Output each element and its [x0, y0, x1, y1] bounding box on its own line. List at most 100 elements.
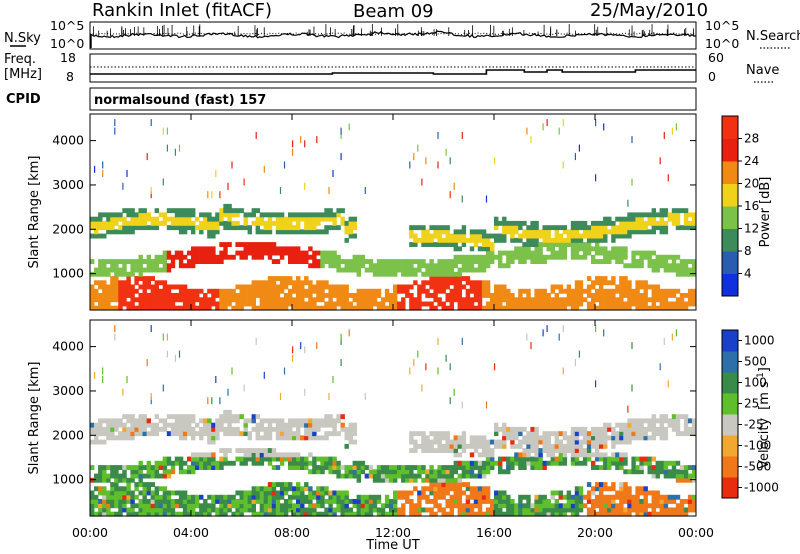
- power-cell: [211, 293, 216, 298]
- velocity-cell: [138, 499, 143, 504]
- velocity-cell: [283, 482, 289, 487]
- power-cell: [122, 220, 127, 226]
- power-cell: [671, 216, 677, 222]
- y-tick-label: 2000: [52, 427, 84, 442]
- power-cell: [296, 229, 301, 235]
- velocity-cell: [623, 482, 628, 487]
- velocity-cell: [255, 448, 260, 453]
- power-cell: [494, 293, 499, 298]
- velocity-cell: [599, 486, 604, 492]
- velocity-cell: [409, 511, 414, 517]
- power-cell: [449, 305, 454, 311]
- velocity-cell: [683, 418, 689, 424]
- power-cell: [607, 254, 612, 260]
- power-cell: [304, 259, 309, 264]
- velocity-cell: [98, 499, 103, 504]
- velocity-cell: [530, 443, 535, 449]
- power-cell: [154, 305, 159, 311]
- power-cell: [304, 225, 309, 231]
- velocity-cell: [477, 439, 483, 445]
- velocity-cell: [364, 494, 370, 500]
- velocity-cell: [384, 473, 390, 479]
- power-cell: [481, 293, 487, 298]
- power-cell: [243, 301, 248, 307]
- velocity-cell: [376, 469, 382, 475]
- power-cell: [485, 284, 491, 290]
- power-cell: [239, 208, 244, 214]
- velocity-colorbar-swatch: [722, 477, 738, 499]
- velocity-cell: [570, 439, 576, 445]
- power-cell: [110, 259, 115, 264]
- power-cell: [671, 293, 677, 298]
- velocity-cell: [142, 490, 147, 496]
- velocity-cell: [187, 469, 192, 475]
- power-cell: [623, 288, 628, 294]
- power-cell: [425, 293, 430, 298]
- velocity-cell: [118, 503, 123, 509]
- velocity-cell: [518, 426, 523, 432]
- power-cell: [611, 237, 616, 243]
- velocity-cell: [437, 482, 442, 487]
- velocity-cell: [603, 507, 608, 513]
- velocity-cell: [530, 448, 535, 453]
- velocity-cell: [397, 490, 402, 496]
- power-cell: [554, 297, 559, 303]
- velocity-cell: [146, 469, 151, 475]
- velocity-cell: [675, 494, 681, 500]
- power-cell: [191, 305, 196, 311]
- power-cell: [191, 301, 196, 307]
- velocity-cell: [498, 507, 503, 513]
- velocity-cell: [445, 486, 450, 492]
- velocity-cell: [461, 448, 467, 453]
- power-cell: [138, 305, 143, 311]
- velocity-cell: [409, 367, 411, 375]
- power-cell: [316, 216, 321, 222]
- velocity-cell: [211, 465, 216, 470]
- velocity-cell: [106, 503, 111, 509]
- velocity-cell: [110, 494, 115, 500]
- power-cell: [134, 216, 139, 222]
- velocity-cell: [651, 456, 656, 462]
- velocity-cell: [647, 465, 652, 470]
- power-cell: [247, 297, 252, 303]
- velocity-cell: [425, 499, 430, 504]
- velocity-cell: [692, 473, 697, 479]
- power-cell: [162, 259, 168, 264]
- velocity-colorbar-swatch: [722, 435, 738, 457]
- velocity-cell: [292, 507, 297, 513]
- power-cell: [308, 284, 313, 290]
- velocity-cell: [340, 414, 345, 420]
- power-cell: [384, 263, 390, 269]
- velocity-cell: [94, 426, 99, 432]
- velocity-cell: [389, 503, 394, 509]
- velocity-cell: [417, 499, 422, 504]
- power-cell: [328, 288, 333, 294]
- velocity-cell: [130, 499, 135, 504]
- velocity-cell: [445, 503, 450, 509]
- power-cell: [445, 276, 450, 281]
- power-cell: [453, 237, 458, 243]
- power-colorbar-swatch: [722, 251, 738, 274]
- power-cell: [348, 123, 350, 131]
- velocity-cell: [409, 499, 414, 504]
- power-cell: [134, 212, 139, 218]
- power-cell: [663, 301, 669, 307]
- velocity-cell: [494, 431, 499, 437]
- velocity-cell: [195, 494, 200, 500]
- velocity-cell: [405, 465, 410, 470]
- velocity-cell: [211, 507, 216, 513]
- power-cell: [275, 293, 281, 298]
- power-cell: [182, 305, 188, 311]
- velocity-cell: [643, 486, 648, 492]
- velocity-cell: [578, 350, 580, 358]
- power-cell: [663, 208, 669, 214]
- velocity-cell: [263, 426, 269, 432]
- power-cell: [635, 280, 640, 286]
- power-cell: [191, 263, 196, 269]
- velocity-cell: [191, 460, 196, 466]
- power-cell: [591, 305, 596, 311]
- power-cell: [207, 246, 212, 252]
- power-cell: [663, 254, 669, 260]
- power-cell: [138, 220, 143, 226]
- velocity-cell: [441, 431, 446, 437]
